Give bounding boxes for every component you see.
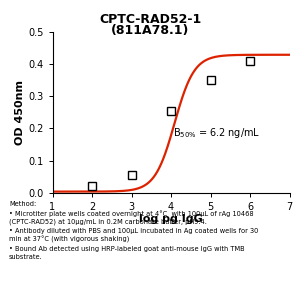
Y-axis label: OD 450nm: OD 450nm xyxy=(15,80,25,145)
Text: CPTC-RAD52-1: CPTC-RAD52-1 xyxy=(99,13,201,26)
Text: B$_{\mathregular{50\%}}$ = 6.2 ng/mL: B$_{\mathregular{50\%}}$ = 6.2 ng/mL xyxy=(173,126,260,140)
X-axis label: log pg IgG: log pg IgG xyxy=(139,214,203,224)
Text: Method:
• Microtiter plate wells coated overnight at 4°C  with 100μL of rAg 1046: Method: • Microtiter plate wells coated … xyxy=(9,201,258,260)
Text: (811A78.1): (811A78.1) xyxy=(111,24,189,37)
